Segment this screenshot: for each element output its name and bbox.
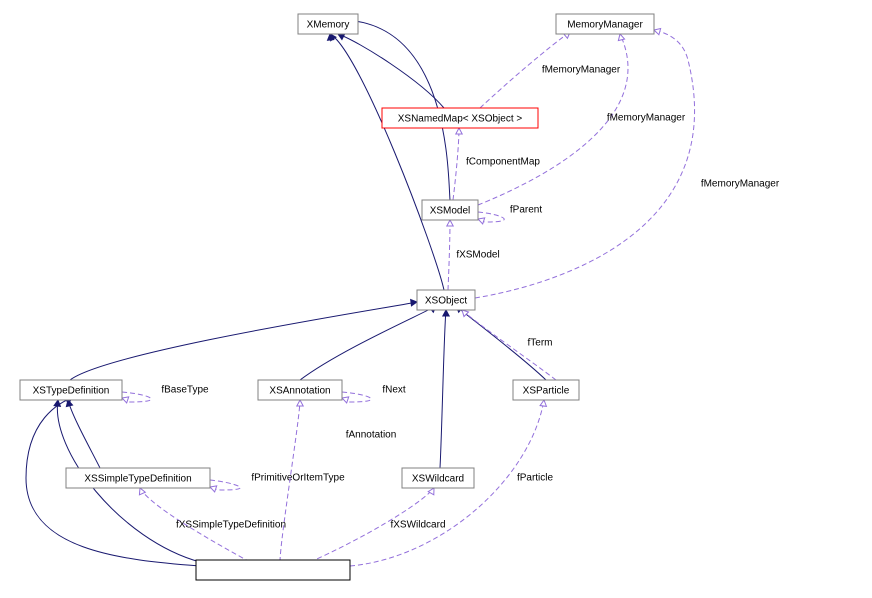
association-edge: fPrimitiveOrItemType xyxy=(210,473,345,492)
class-node-label: XSModel xyxy=(430,206,471,217)
class-node[interactable]: XMemory xyxy=(298,14,358,34)
association-edge: fXSModel xyxy=(447,220,500,290)
inheritance-edge xyxy=(338,34,444,108)
association-edge: fXSSimpleTypeDefinition xyxy=(139,488,286,562)
inheritance-edge xyxy=(330,34,444,290)
nodes-layer: XMemory MemoryManager XSNamedMap< XSObject… xyxy=(20,14,654,580)
inheritance-diagram: fComponentMap fMemoryManager fMemoryManage… xyxy=(0,0,872,598)
edge-label: fComponentMap xyxy=(466,157,540,168)
class-node-label: XSWildcard xyxy=(412,474,464,485)
edge-label: fParent xyxy=(510,205,542,216)
class-node-label: XSTypeDefinition xyxy=(33,386,110,397)
class-node-label: XSComplexTypeDefinition xyxy=(215,566,331,577)
class-node[interactable]: XSAnnotation xyxy=(258,380,342,400)
class-node[interactable]: XSWildcard xyxy=(402,468,474,488)
edge-label: fNext xyxy=(382,385,406,396)
association-edge: fTerm xyxy=(462,310,556,380)
association-edge: fParent xyxy=(478,205,542,224)
association-edge: fXSWildcard xyxy=(310,488,446,562)
class-node-label: XSParticle xyxy=(523,386,570,397)
inheritance-edge xyxy=(66,400,100,468)
inheritance-edge xyxy=(70,300,417,380)
class-node[interactable]: XSComplexTypeDefinition xyxy=(196,560,350,580)
edge-label: fPrimitiveOrItemType xyxy=(251,473,345,484)
edge-label: fMemoryManager xyxy=(607,113,686,124)
class-node-label: XSObject xyxy=(425,296,467,307)
edge-label: fParticle xyxy=(517,473,554,484)
class-node[interactable]: XSModel xyxy=(422,200,478,220)
edge-label: fXSModel xyxy=(456,250,499,261)
class-node-label: MemoryManager xyxy=(567,20,643,31)
edge-label: fMemoryManager xyxy=(542,65,621,76)
edge-label: fMemoryManager xyxy=(701,179,780,190)
class-node[interactable]: MemoryManager xyxy=(556,14,654,34)
class-node-label: XSNamedMap< XSObject > xyxy=(398,114,523,125)
edge-label: fTerm xyxy=(528,338,553,349)
edge-label: fXSWildcard xyxy=(390,520,445,531)
inheritance-edge xyxy=(300,306,436,380)
class-node[interactable]: XSTypeDefinition xyxy=(20,380,122,400)
association-edge: fBaseType xyxy=(122,385,209,403)
class-node-label: XSSimpleTypeDefinition xyxy=(84,474,191,485)
class-node[interactable]: XSObject xyxy=(417,290,475,310)
edge-label: fAnnotation xyxy=(346,430,397,441)
association-edge: fNext xyxy=(342,385,406,403)
edge-label: fXSSimpleTypeDefinition xyxy=(176,520,286,531)
inheritance-edge xyxy=(440,310,449,468)
association-edge: fComponentMap xyxy=(453,128,540,200)
class-node-label: XMemory xyxy=(307,20,350,31)
edge-label: fBaseType xyxy=(161,385,209,396)
class-node[interactable]: XSParticle xyxy=(513,380,579,400)
class-node[interactable]: XSSimpleTypeDefinition xyxy=(66,468,210,488)
class-node[interactable]: XSNamedMap< XSObject > xyxy=(382,108,538,128)
class-node-label: XSAnnotation xyxy=(269,386,330,397)
association-edge: fMemoryManager xyxy=(480,32,621,108)
